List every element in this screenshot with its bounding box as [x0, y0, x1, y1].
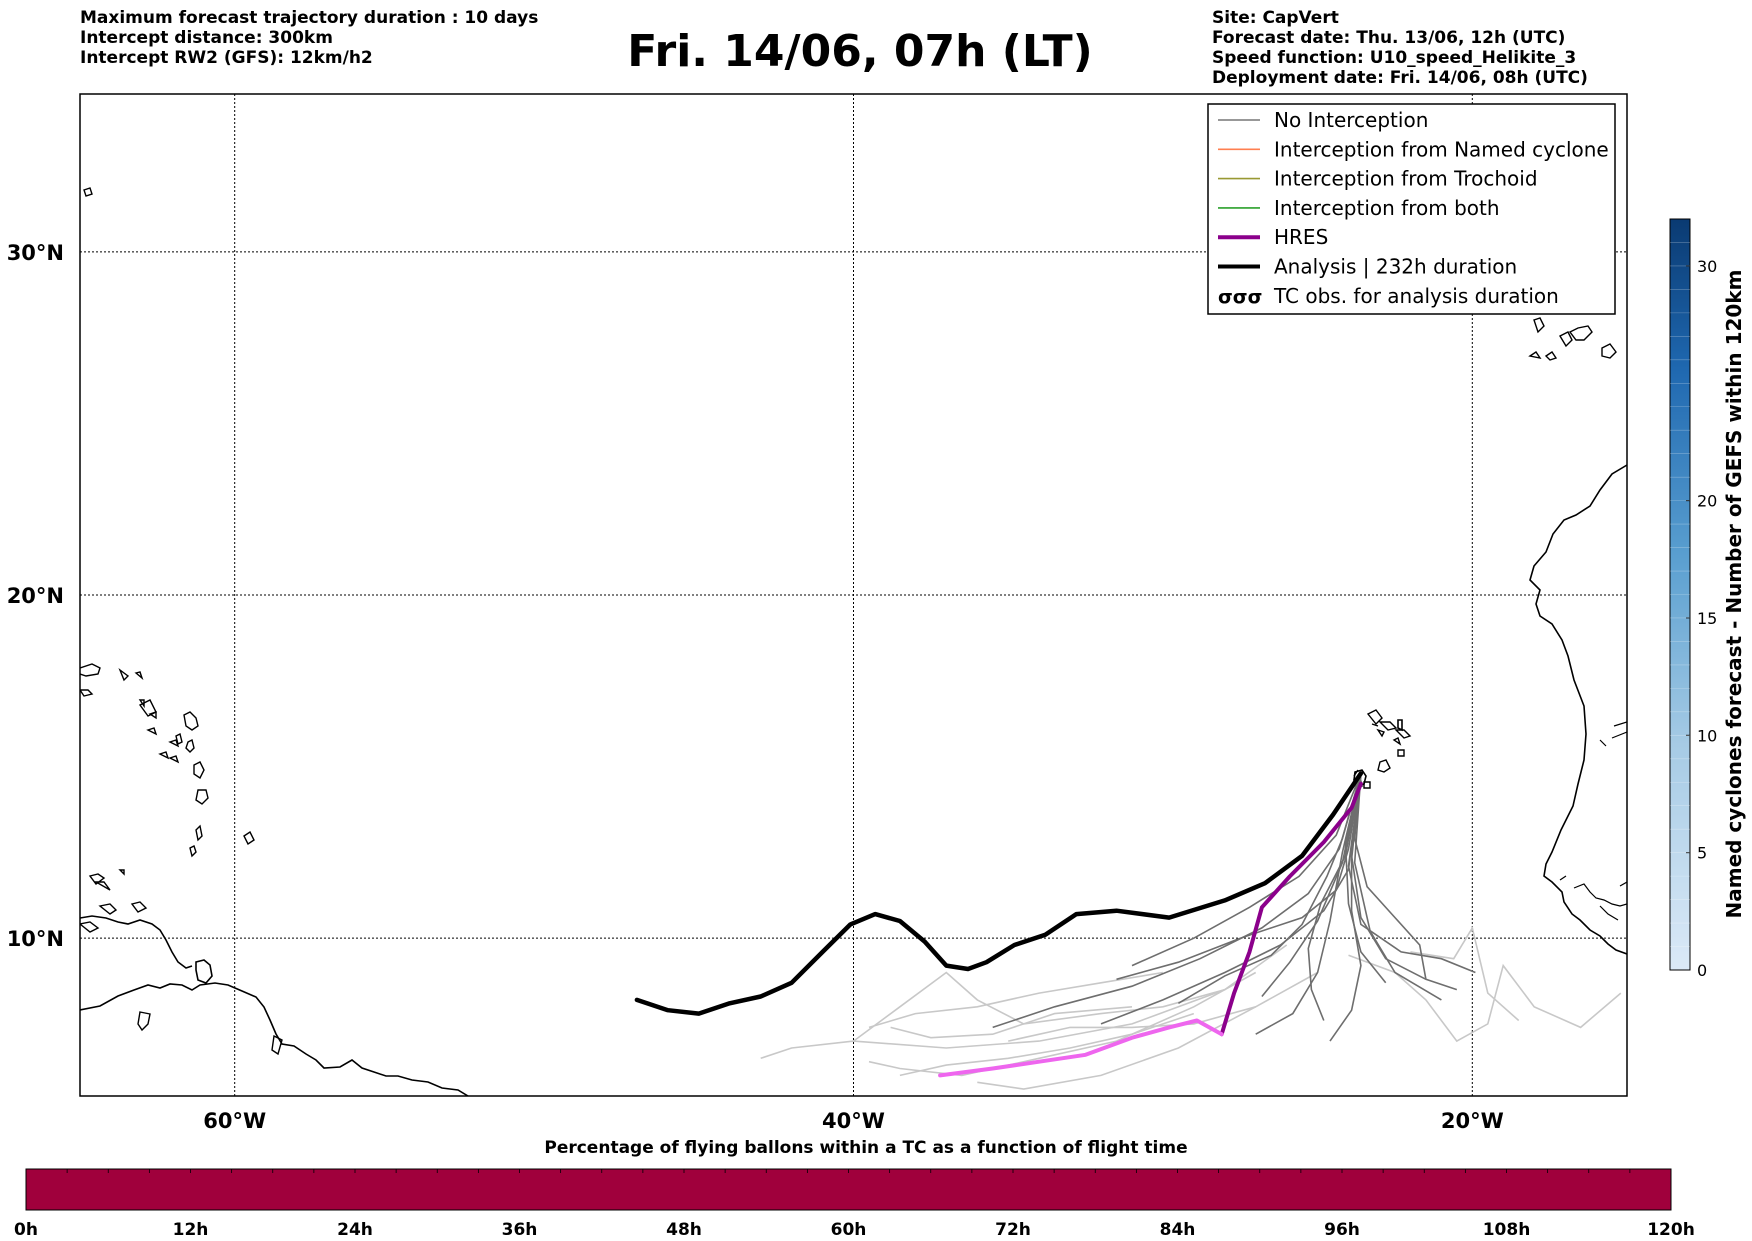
ensemble-trajectory: [1353, 773, 1427, 980]
header-max-duration: Maximum forecast trajectory duration : 1…: [80, 8, 539, 28]
ensemble-trajectory: [1329, 773, 1362, 1042]
colorbar-right-bar: [1669, 218, 1691, 971]
colorbar-tick-label: 5: [1697, 844, 1707, 863]
colorbar-bottom-tick-label: 96h: [1324, 1220, 1360, 1240]
lon-tick-label: 20°W: [1441, 1109, 1504, 1133]
coastline-venezuela-north: [80, 915, 193, 969]
ensemble-trajectory: [1177, 773, 1362, 1004]
ensemble-trajectory-light: [899, 1012, 1195, 1077]
header-site: Site: CapVert: [1212, 8, 1339, 28]
coastline-abc-islands: [80, 901, 283, 1056]
hres-trajectory: [1219, 781, 1363, 1037]
legend-label: Interception from both: [1274, 196, 1500, 220]
header-speed-function: Speed function: U10_speed_Helikite_3: [1212, 48, 1577, 68]
legend-box: [1207, 103, 1616, 315]
colorbar-bottom-tick-label: 72h: [995, 1220, 1031, 1240]
ensemble-trajectory-light: [868, 971, 1257, 1077]
ensemble-trajectory: [992, 773, 1362, 1029]
colorbar-tick-label: 10: [1697, 726, 1717, 745]
colorbar-bottom: Percentage of flying ballons within a TC…: [14, 1138, 1695, 1240]
colorbar-bottom-tick-label: 84h: [1160, 1220, 1196, 1240]
lat-tick-label: 30°N: [7, 241, 64, 265]
legend-label: No Interception: [1274, 108, 1428, 132]
ensemble-trajectory-light: [977, 971, 1318, 1090]
coastline-islands-east-carib: [118, 667, 209, 858]
ensemble-trajectory-light: [890, 1006, 1133, 1039]
header-forecast-date: Forecast date: Thu. 13/06, 12h (UTC): [1212, 28, 1566, 48]
colorbar-tick-label: 30: [1697, 257, 1717, 276]
ensemble-trajectory-light: [1008, 1006, 1256, 1042]
header-deployment-date: Deployment date: Fri. 14/06, 08h (UTC): [1212, 68, 1588, 88]
coastline-africa-detail: [1559, 721, 1627, 921]
ensemble-trajectory: [1347, 773, 1476, 974]
colorbar-bottom-tick-label: 36h: [502, 1220, 538, 1240]
colorbar-bottom-tick-label: 120h: [1647, 1220, 1695, 1240]
colorbar-bottom-tick-label: 0h: [14, 1220, 38, 1240]
legend: No Interception Interception from Named c…: [1207, 103, 1616, 315]
header-intercept-rw2: Intercept RW2 (GFS): 12km/h2: [80, 48, 373, 68]
colorbar-bottom-tick-label: 12h: [173, 1220, 209, 1240]
legend-label: HRES: [1274, 225, 1328, 249]
coastline-south-america: [80, 982, 469, 1096]
colorbar-tick-label: 0: [1697, 961, 1707, 980]
lat-tick-label: 20°N: [7, 584, 64, 608]
header-intercept-distance: Intercept distance: 300km: [80, 28, 333, 48]
ensemble-trajectory-light: [1348, 954, 1622, 1043]
colorbar-right-label: Named cyclones forecast - Number of GEFS…: [1722, 270, 1746, 919]
lat-tick-label: 10°N: [7, 927, 64, 951]
analysis-trajectory: [634, 771, 1364, 1016]
ensemble-trajectory: [1116, 773, 1362, 981]
ensemble-trajectory-light: [1410, 925, 1520, 1022]
colorbar-bottom-bar: [25, 1168, 1672, 1211]
map-coastlines: [80, 187, 1627, 1096]
lon-tick-label: 60°W: [203, 1109, 266, 1133]
lon-tick-label: 40°W: [822, 1109, 885, 1133]
colorbar-bottom-tick-label: 48h: [666, 1220, 702, 1240]
ensemble-trajectory-light: [760, 944, 1288, 1060]
ensemble-trajectory: [1261, 773, 1362, 998]
tc-obs-symbol-icon: σσσ: [1218, 286, 1262, 308]
ensemble-trajectories-no-interception-light: [760, 925, 1622, 1090]
legend-label: Interception from Named cyclone: [1274, 137, 1609, 161]
colorbar-tick-label: 15: [1697, 609, 1717, 628]
ensemble-trajectory: [1307, 773, 1362, 1021]
ensemble-trajectory-light: [853, 971, 1226, 1042]
colorbar-right: 0 5 10 15 20 30 Named cyclones forecast - Num…: [1669, 218, 1746, 980]
legend-label: Interception from Trochoid: [1274, 167, 1538, 191]
ensemble-trajectory-light: [868, 971, 1164, 1029]
colorbar-tick-label: 20: [1697, 492, 1717, 511]
coastline-africa: [1529, 464, 1627, 955]
coastline-small-islands-west: [83, 187, 180, 891]
ensemble-trajectories-no-interception: [992, 773, 1476, 1042]
longitude-tick-labels: 60°W 40°W 20°W: [203, 1109, 1503, 1133]
page-title: Fri. 14/06, 07h (LT): [627, 26, 1093, 77]
header-left: Maximum forecast trajectory duration : 1…: [80, 8, 538, 68]
colorbar-bottom-tick-label: 60h: [831, 1220, 867, 1240]
coastline-trinidad: [195, 959, 213, 984]
coastline-canary-islands: [1528, 317, 1617, 361]
coastline-puerto-rico: [80, 663, 255, 846]
latitude-tick-labels: 30°N 20°N 10°N: [7, 241, 64, 951]
colorbar-bottom-tick-label: 24h: [337, 1220, 373, 1240]
legend-label: TC obs. for analysis duration: [1273, 284, 1559, 308]
header-right: Site: CapVert Forecast date: Thu. 13/06,…: [1212, 8, 1588, 88]
colorbar-bottom-title: Percentage of flying ballons within a TC…: [544, 1138, 1187, 1158]
map-frame: [79, 93, 1628, 1097]
legend-label: Analysis | 232h duration: [1274, 255, 1517, 279]
colorbar-bottom-tick-label: 108h: [1483, 1220, 1531, 1240]
ensemble-trajectory: [1344, 773, 1387, 984]
hres-trajectory-late: [938, 1018, 1224, 1078]
